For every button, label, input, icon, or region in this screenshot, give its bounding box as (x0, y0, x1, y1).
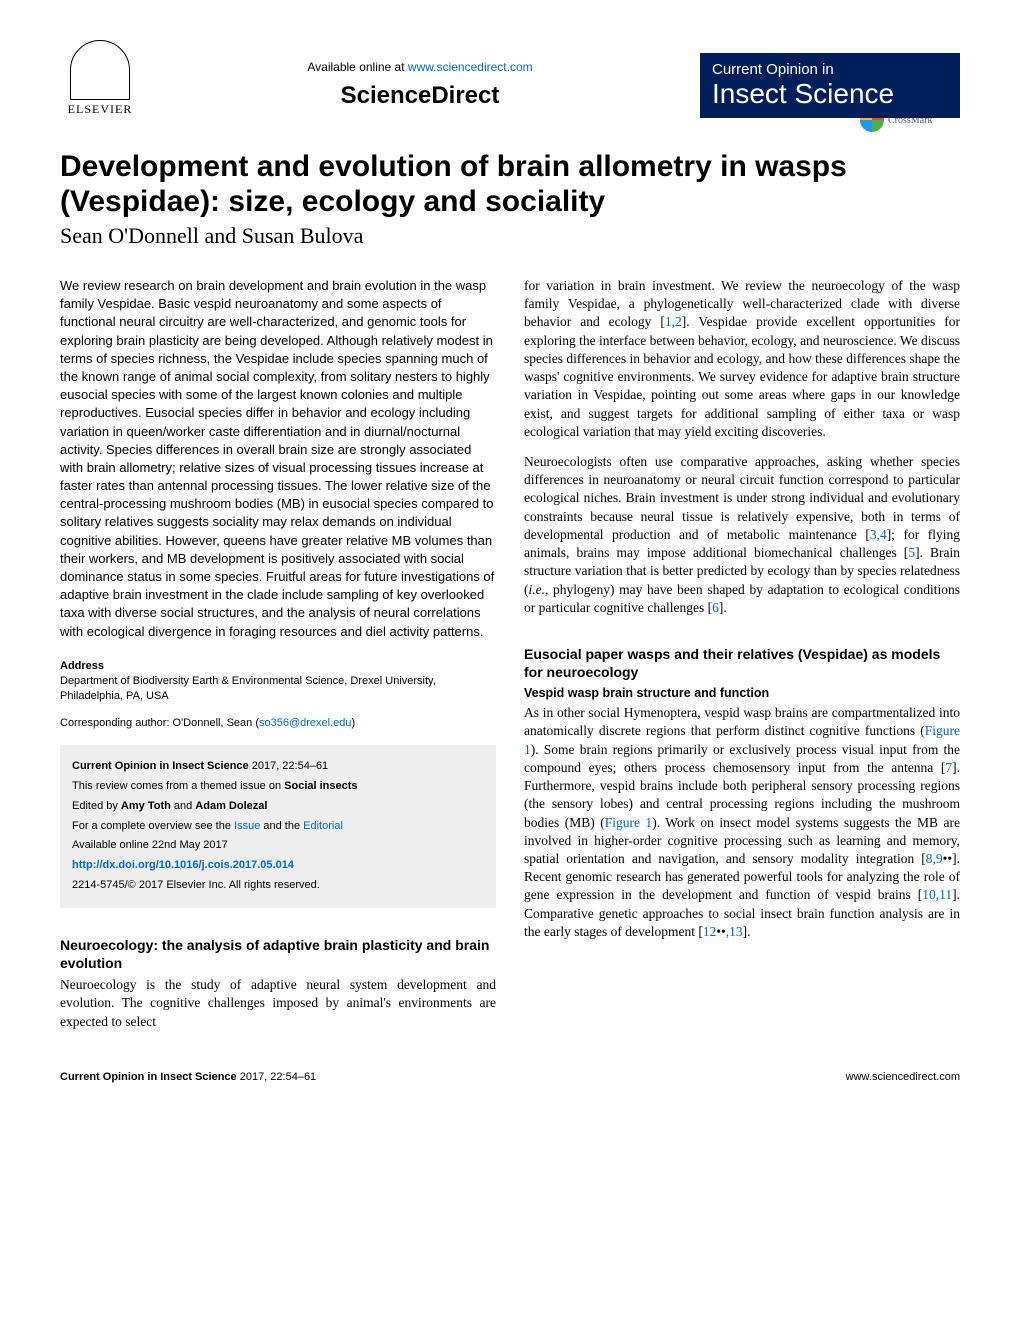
editor-1: Amy Toth (121, 800, 171, 812)
cite-1-2[interactable]: 1,2 (665, 314, 682, 329)
cite-10-11[interactable]: 10,11 (922, 887, 952, 902)
page-header: ELSEVIER Available online at www.science… (60, 40, 960, 130)
themed-issue-prefix: This review comes from a themed issue on (72, 780, 284, 792)
right-p1: for variation in brain investment. We re… (524, 277, 960, 441)
p3-g: ]. (743, 924, 751, 939)
p2-e: ]. (719, 600, 727, 615)
right-p2: Neuroecologists often use comparative ap… (524, 453, 960, 617)
address-label: Address (60, 659, 496, 674)
cite-8-9[interactable]: 8,9 (926, 851, 943, 866)
p2-d: , phylogeny) may have been shaped by ada… (524, 582, 960, 615)
right-column: for variation in brain investment. We re… (524, 277, 960, 1031)
address-text: Department of Biodiversity Earth & Envir… (60, 674, 496, 705)
article-title: Development and evolution of brain allom… (60, 150, 960, 219)
available-online-date: Available online 22nd May 2017 (72, 836, 484, 856)
footer-left: Current Opinion in Insect Science 2017, … (60, 1071, 316, 1083)
neuroecology-intro: Neuroecology is the study of adaptive ne… (60, 976, 496, 1031)
figure-1-ref-b[interactable]: Figure 1 (605, 815, 652, 830)
available-online-text: Available online at (307, 60, 404, 74)
section-heading-eusocial: Eusocial paper wasps and their relatives… (524, 645, 960, 681)
bullet-89: •• (943, 851, 952, 866)
sciencedirect-url[interactable]: www.sciencedirect.com (408, 60, 533, 74)
corresponding-author: Corresponding author: O'Donnell, Sean (s… (60, 716, 496, 731)
p2-ie: i.e. (529, 582, 546, 597)
elsevier-logo: ELSEVIER (60, 40, 140, 130)
edited-by-line: Edited by Amy Toth and Adam Dolezal (72, 797, 484, 817)
cite-3-4[interactable]: 3,4 (870, 527, 887, 542)
journal-badge-top: Current Opinion in (712, 61, 948, 78)
bullet-12: •• (716, 924, 725, 939)
overview-line: For a complete overview see the Issue an… (72, 817, 484, 837)
themed-issue-name: Social insects (284, 780, 357, 792)
p1-b: ]. Vespidae provide excellent opportunit… (524, 314, 960, 438)
title-block: CrossMark Development and evolution of b… (60, 150, 960, 249)
edited-by-prefix: Edited by (72, 800, 121, 812)
overview-prefix: For a complete overview see the (72, 820, 234, 832)
citation-line: Current Opinion in Insect Science 2017, … (72, 757, 484, 777)
left-column: We review research on brain development … (60, 277, 496, 1031)
overview-and: and the (260, 820, 303, 832)
editor-2: Adam Dolezal (195, 800, 267, 812)
header-center: Available online at www.sciencedirect.co… (140, 60, 700, 110)
journal-badge: Current Opinion in Insect Science (700, 53, 960, 118)
two-column-layout: We review research on brain development … (60, 277, 960, 1031)
citation-detail: 2017, 22:54–61 (249, 760, 329, 772)
cite-12[interactable]: 12 (703, 924, 717, 939)
footer-pages: 2017, 22:54–61 (237, 1071, 317, 1083)
sciencedirect-wordmark: ScienceDirect (140, 82, 700, 110)
footer-right: www.sciencedirect.com (846, 1071, 960, 1083)
copyright-line: 2214-5745/© 2017 Elsevier Inc. All right… (72, 876, 484, 896)
overview-issue-link[interactable]: Issue (234, 820, 260, 832)
available-online: Available online at www.sciencedirect.co… (140, 60, 700, 74)
elsevier-label: ELSEVIER (68, 102, 133, 117)
corresponding-suffix: ) (352, 717, 356, 729)
footer-journal: Current Opinion in Insect Science (60, 1071, 237, 1083)
elsevier-tree-icon (70, 40, 130, 100)
p3-a: As in other social Hymenoptera, vespid w… (524, 705, 960, 738)
corresponding-email[interactable]: so356@drexel.edu (259, 717, 352, 729)
journal-badge-main: Insect Science (712, 78, 948, 110)
overview-editorial-link[interactable]: Editorial (303, 820, 343, 832)
cite-6[interactable]: 6 (712, 600, 719, 615)
p3-b: ). Some brain regions primarily or exclu… (524, 742, 960, 775)
article-authors: Sean O'Donnell and Susan Bulova (60, 223, 960, 249)
themed-issue-line: This review comes from a themed issue on… (72, 777, 484, 797)
doi-link[interactable]: http://dx.doi.org/10.1016/j.cois.2017.05… (72, 856, 484, 876)
article-info-box: Current Opinion in Insect Science 2017, … (60, 745, 496, 908)
edited-by-and: and (171, 800, 195, 812)
right-p3: As in other social Hymenoptera, vespid w… (524, 704, 960, 941)
page-footer: Current Opinion in Insect Science 2017, … (60, 1071, 960, 1083)
section-heading-neuroecology: Neuroecology: the analysis of adaptive b… (60, 936, 496, 972)
citation-journal: Current Opinion in Insect Science (72, 760, 249, 772)
cite-13[interactable]: ,13 (726, 924, 743, 939)
corresponding-prefix: Corresponding author: O'Donnell, Sean ( (60, 717, 259, 729)
abstract: We review research on brain development … (60, 277, 496, 641)
subsection-heading-brain-structure: Vespid wasp brain structure and function (524, 685, 960, 702)
